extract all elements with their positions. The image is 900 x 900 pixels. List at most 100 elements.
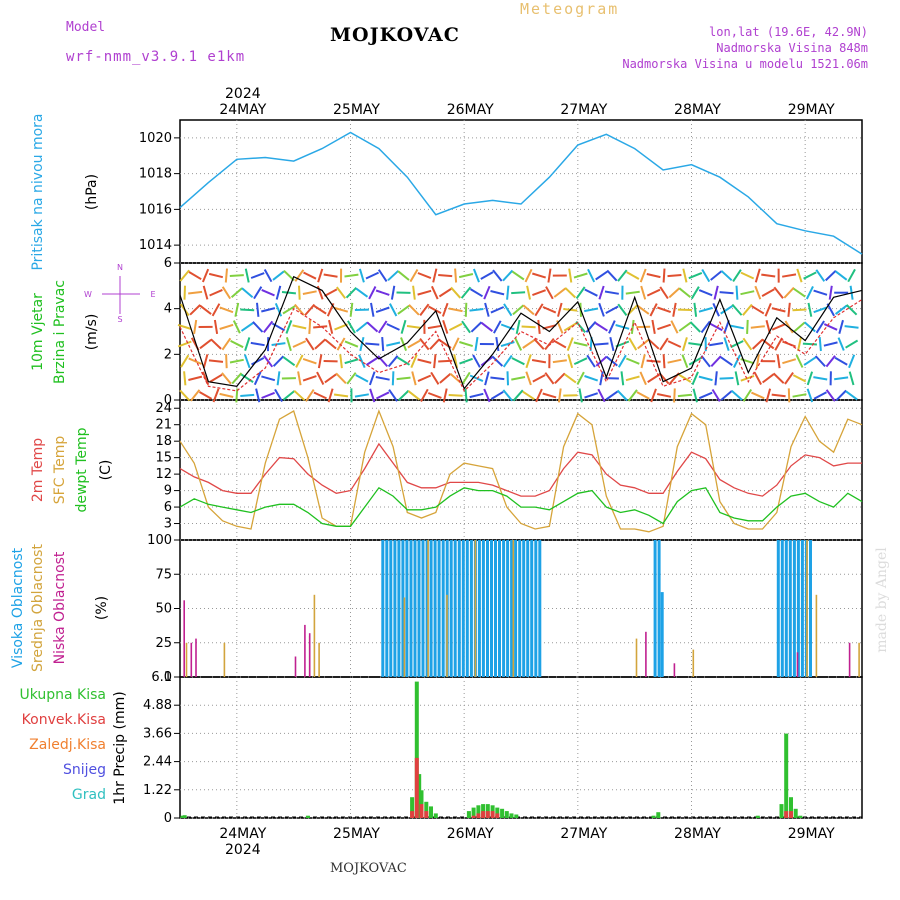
wind-barb bbox=[710, 355, 722, 367]
wind-barb bbox=[502, 389, 513, 402]
precip-bar-total bbox=[466, 811, 471, 818]
wind-barb bbox=[568, 268, 573, 283]
wind-barb bbox=[253, 371, 262, 386]
wind-barb bbox=[678, 321, 692, 332]
precip-bar-total bbox=[180, 815, 185, 818]
wind-barb bbox=[547, 268, 552, 283]
wind-barb bbox=[818, 337, 822, 352]
wind-barb bbox=[250, 272, 265, 279]
ytick-label-precip: 6.1 bbox=[151, 670, 172, 685]
wind-barb bbox=[534, 303, 544, 317]
wind-barb bbox=[229, 274, 244, 277]
cloud-bar-high bbox=[494, 540, 497, 677]
wind-barb bbox=[464, 302, 468, 317]
cloud-bar-mid bbox=[635, 638, 638, 677]
wind-barb bbox=[511, 376, 526, 381]
wind-barb bbox=[710, 270, 723, 281]
wind-barb bbox=[417, 358, 432, 364]
wind-barb bbox=[834, 376, 849, 381]
wind-barb bbox=[345, 287, 358, 299]
wind-barb bbox=[202, 354, 209, 369]
wind-barb bbox=[201, 371, 210, 386]
wind-barb bbox=[261, 375, 276, 382]
cloud-bar-high bbox=[401, 540, 405, 677]
wind-barb bbox=[746, 319, 749, 334]
wind-barb bbox=[250, 341, 265, 347]
wind-barb bbox=[731, 390, 743, 401]
wind-barb bbox=[344, 273, 359, 278]
cloud-bar-high bbox=[530, 540, 534, 677]
wind-barb bbox=[274, 303, 283, 317]
ytick-label-temperature: 12 bbox=[155, 467, 172, 482]
wind-barb bbox=[359, 336, 365, 352]
cloud-bar-high bbox=[417, 540, 421, 677]
wind-barb bbox=[692, 388, 698, 403]
wind-barb bbox=[754, 285, 762, 300]
wind-barb bbox=[483, 388, 491, 403]
wind-barb bbox=[381, 337, 385, 352]
wind-barb bbox=[221, 337, 232, 351]
top-year-label: 2024 bbox=[225, 86, 261, 102]
wind-barb bbox=[263, 355, 274, 368]
wind-barb bbox=[375, 376, 390, 381]
wind-barb bbox=[761, 288, 775, 297]
wind-barb bbox=[490, 306, 505, 314]
cloud-bar-high bbox=[433, 540, 437, 677]
wind-barb bbox=[354, 393, 369, 398]
temp-ylabel-sfc: SFC Temp bbox=[52, 436, 68, 505]
pressure-unit: (hPa) bbox=[84, 174, 100, 210]
wind-barb bbox=[651, 319, 656, 334]
precip-bar-total bbox=[424, 801, 429, 818]
cloud-bar-high bbox=[506, 540, 510, 677]
wind-barb bbox=[646, 288, 661, 297]
wind-barb bbox=[213, 319, 219, 335]
wind-barb bbox=[848, 371, 855, 386]
cloud-bar-high bbox=[534, 540, 538, 677]
wind-barb bbox=[316, 371, 325, 385]
wind-barb bbox=[240, 322, 254, 332]
wind-barb bbox=[324, 288, 338, 297]
wind-barb bbox=[657, 306, 672, 314]
wind-barb bbox=[723, 319, 730, 334]
cloud-bar-low bbox=[183, 600, 185, 677]
wind-barb bbox=[484, 302, 490, 317]
wind-barb bbox=[845, 304, 858, 316]
wind-barb bbox=[667, 358, 682, 364]
wind-barb bbox=[313, 325, 328, 329]
wind-speed-line-1 bbox=[179, 298, 863, 392]
wind-barb bbox=[792, 374, 807, 383]
wind-barb bbox=[834, 270, 848, 281]
wind-barb bbox=[537, 319, 541, 335]
bottom-day-label: 28MAY bbox=[674, 826, 721, 842]
wind-barb bbox=[430, 371, 440, 385]
cloud-bar-high bbox=[780, 540, 784, 677]
wind-barb bbox=[667, 274, 682, 278]
wind-barb bbox=[793, 321, 806, 333]
wind-barb bbox=[234, 302, 240, 317]
wind-barb bbox=[188, 290, 203, 295]
wind-barb bbox=[292, 324, 307, 330]
wind-barb bbox=[282, 390, 296, 401]
wind-barb bbox=[792, 393, 807, 398]
wind-barb bbox=[542, 306, 557, 314]
wind-barb bbox=[605, 305, 619, 314]
wind-barb bbox=[531, 359, 547, 364]
cloud-bar-mid bbox=[223, 642, 226, 678]
wind-barb bbox=[469, 392, 484, 399]
ytick-label-wind: 0 bbox=[164, 393, 172, 408]
wind-barb bbox=[646, 359, 661, 363]
wind-barb bbox=[397, 270, 410, 281]
wind-barb bbox=[193, 319, 198, 335]
wind-barb bbox=[532, 272, 546, 279]
wind-barb bbox=[240, 393, 255, 397]
ytick-label-temperature: 18 bbox=[155, 434, 172, 449]
cloud-bar-high bbox=[449, 540, 453, 677]
wind-barb bbox=[751, 305, 765, 315]
wind-barb bbox=[806, 371, 814, 386]
wind-barb bbox=[276, 371, 281, 386]
wind-barb bbox=[480, 321, 494, 332]
temp-unit: (C) bbox=[98, 460, 114, 481]
wind-barb bbox=[740, 290, 755, 296]
legend-conv-rain: Konvek.Kisa bbox=[22, 712, 106, 728]
wind-barb bbox=[659, 286, 669, 300]
